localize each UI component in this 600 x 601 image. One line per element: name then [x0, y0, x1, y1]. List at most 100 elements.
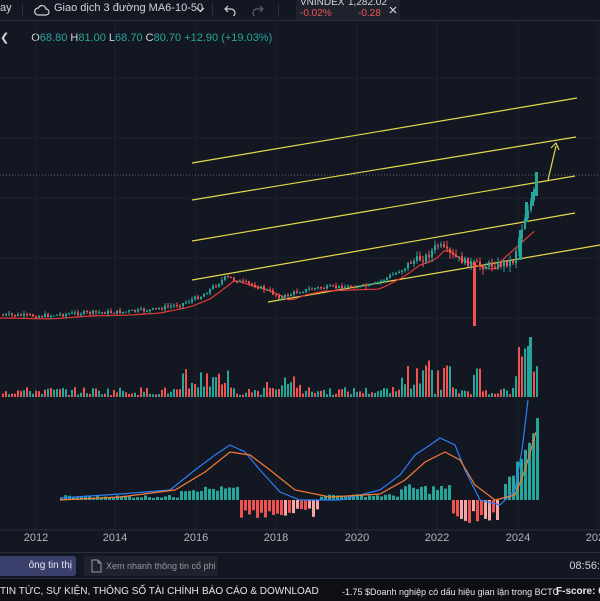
- macd-histogram-bar: [368, 496, 371, 500]
- moving-average-line: [0, 231, 534, 319]
- volume-bar: [137, 395, 139, 397]
- macd-histogram-bar: [136, 497, 139, 500]
- candle-body: [362, 284, 364, 285]
- volume-bar: [299, 385, 301, 397]
- volume-bar: [365, 388, 367, 397]
- candle-body: [419, 256, 421, 260]
- document-icon: [90, 559, 102, 573]
- candle-body: [535, 172, 538, 196]
- candle-body: [509, 260, 511, 266]
- candle-body: [239, 281, 241, 283]
- candle-body: [281, 297, 283, 299]
- candle-body: [317, 287, 319, 288]
- stock-search[interactable]: [84, 556, 218, 576]
- volume-bar: [188, 388, 190, 397]
- volume-bar: [529, 337, 532, 397]
- volume-bar: [134, 393, 136, 397]
- candle-body: [305, 289, 307, 292]
- volume-bar: [50, 388, 52, 397]
- volume-bar: [245, 393, 247, 397]
- macd-histogram-bar: [220, 486, 223, 500]
- close-icon[interactable]: [386, 0, 400, 20]
- news-ticker[interactable]: -1.75 $Doanh nghiệp có dấu hiệu gian lận…: [342, 587, 559, 597]
- candle-body: [254, 285, 256, 287]
- volume-bar: [461, 390, 463, 397]
- volume-bar: [485, 390, 487, 397]
- cloud-icon[interactable]: [33, 0, 51, 20]
- candle-body: [422, 261, 424, 262]
- macd-histogram-bar: [260, 500, 263, 513]
- volume-bar: [308, 387, 310, 397]
- candle-body: [525, 202, 528, 222]
- candle-body: [2, 315, 4, 316]
- candle-body: [209, 289, 211, 293]
- volume-bar: [329, 388, 331, 397]
- volume-bar: [44, 390, 46, 397]
- search-input[interactable]: [106, 558, 216, 574]
- candle-body: [482, 266, 484, 269]
- candle-body: [251, 284, 253, 285]
- macd-histogram-bar: [284, 500, 287, 516]
- toolbar-fragment[interactable]: ay: [0, 2, 12, 14]
- macd-histogram-bar: [232, 488, 235, 500]
- volume-bar: [107, 388, 109, 397]
- candle-body: [320, 287, 322, 288]
- volume-bar: [176, 389, 178, 397]
- chevron-down-icon[interactable]: [194, 0, 206, 20]
- candle-body: [161, 308, 163, 309]
- macd-histogram-bar: [384, 495, 387, 500]
- macd-histogram-bar: [180, 491, 183, 500]
- candle-body: [512, 260, 514, 263]
- volume-bar: [239, 395, 241, 397]
- candle-body: [143, 309, 145, 312]
- x-tick-label: 2026: [586, 532, 600, 544]
- undo-icon[interactable]: [222, 0, 238, 20]
- macd-histogram-bar: [192, 490, 195, 500]
- candle-body: [314, 288, 316, 289]
- candle-body: [407, 262, 409, 268]
- macd-histogram-bar: [196, 492, 199, 500]
- candle-body: [515, 251, 517, 263]
- nav-news-link[interactable]: TIN TỨC, SỰ KIỆN, THÔNG SỐ TÀI CHÍNH: [0, 586, 199, 597]
- macd-histogram-bar: [240, 500, 243, 518]
- volume-bar: [68, 395, 70, 397]
- channel-line: [268, 245, 600, 302]
- clock: 08:56:: [569, 560, 600, 572]
- volume-bar: [470, 394, 472, 397]
- macd-histogram-bar: [264, 500, 267, 517]
- x-tick-label: 2014: [103, 532, 127, 544]
- candle-body: [329, 285, 331, 286]
- volume-bar: [122, 391, 124, 397]
- volume-bar: [497, 393, 499, 397]
- ticker-widget[interactable]: VNINDEX 1,282.02 -0.02% -0.28: [296, 0, 400, 20]
- candle-body: [140, 309, 142, 310]
- candle-body: [80, 314, 82, 315]
- price-chart[interactable]: 20122014201620182020202220242026: [0, 20, 600, 552]
- volume-bar: [251, 392, 253, 397]
- candle-body: [89, 312, 91, 314]
- macd-histogram-bar: [400, 489, 403, 500]
- chart-template-name[interactable]: Giao dịch 3 đường MA6-10-50: [54, 2, 203, 14]
- redo-icon[interactable]: [250, 0, 266, 20]
- macd-histogram-bar: [208, 489, 211, 500]
- nav-reports-link[interactable]: BÁO CÁO & DOWNLOAD: [202, 586, 319, 597]
- market-info-button[interactable]: ông tin thị trường: [0, 556, 76, 576]
- candle-body: [68, 314, 70, 315]
- volume-bar: [476, 368, 478, 397]
- volume-bar: [440, 390, 442, 397]
- volume-bar: [368, 394, 370, 397]
- volume-bar: [143, 392, 145, 397]
- volume-bar: [374, 393, 376, 397]
- candle-body: [377, 282, 379, 283]
- candle-body: [443, 244, 445, 247]
- volume-bar: [59, 389, 61, 397]
- volume-bar: [500, 390, 502, 397]
- ticker-price: 1,282.02: [348, 0, 387, 8]
- candle-body: [503, 261, 505, 266]
- volume-bar: [14, 394, 16, 397]
- volume-bar: [371, 392, 373, 397]
- candle-body: [152, 308, 154, 310]
- candle-body: [23, 314, 25, 316]
- volume-bar: [341, 389, 343, 397]
- volume-bar: [326, 394, 328, 397]
